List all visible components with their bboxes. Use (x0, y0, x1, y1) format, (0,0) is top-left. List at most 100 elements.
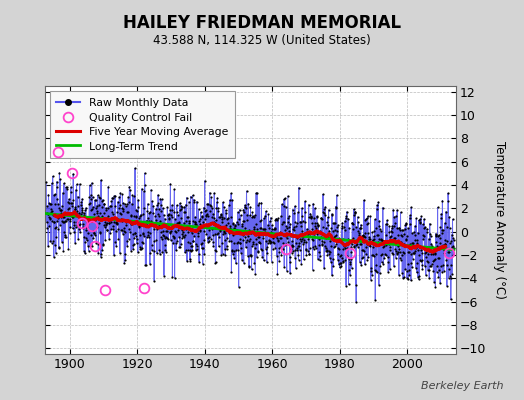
Point (369, 236, 377, 243)
Point (258, 226, 267, 232)
Point (101, 237, 110, 243)
Point (173, 238, 182, 244)
Point (447, 275, 455, 281)
Point (407, 260, 415, 266)
Point (222, 246, 231, 252)
Point (404, 276, 412, 282)
Point (443, 238, 452, 245)
Point (195, 259, 203, 265)
Point (198, 214, 206, 220)
Point (322, 244, 331, 251)
Point (312, 227, 321, 234)
Point (189, 237, 197, 244)
Point (408, 240, 417, 247)
Point (209, 238, 217, 245)
Point (58, 214, 67, 220)
Point (107, 218, 115, 225)
Point (390, 214, 398, 220)
Point (72, 210, 81, 216)
Point (74, 210, 83, 216)
Point (410, 229, 418, 235)
Point (293, 235, 302, 242)
Point (422, 244, 431, 250)
Point (112, 243, 121, 249)
Point (110, 219, 118, 225)
Point (199, 219, 208, 225)
Point (350, 206, 358, 212)
Point (115, 194, 124, 200)
Point (345, 267, 353, 274)
Point (395, 225, 403, 231)
Point (80, 234, 88, 240)
Point (57, 214, 66, 221)
Point (313, 213, 321, 219)
Point (276, 244, 285, 250)
Point (378, 244, 387, 250)
Point (312, 220, 321, 226)
Point (329, 228, 337, 234)
Point (322, 247, 331, 253)
Point (204, 212, 212, 219)
Point (230, 248, 238, 254)
Point (148, 198, 156, 204)
Point (344, 281, 353, 288)
Point (185, 240, 194, 246)
Point (387, 233, 395, 240)
Point (124, 208, 132, 215)
Point (415, 252, 423, 258)
Point (340, 243, 348, 249)
Point (239, 260, 248, 266)
Point (68, 213, 77, 219)
Point (330, 243, 339, 249)
Point (221, 246, 229, 252)
Point (444, 190, 452, 196)
Point (132, 213, 140, 219)
Point (204, 235, 212, 241)
Point (241, 224, 249, 231)
Point (278, 240, 287, 246)
Point (113, 216, 122, 222)
Point (284, 239, 292, 245)
Point (300, 231, 308, 237)
Point (225, 223, 234, 230)
Point (200, 228, 209, 234)
Point (364, 213, 372, 220)
Point (147, 242, 156, 248)
Point (357, 222, 365, 228)
Point (58, 218, 66, 224)
Point (186, 247, 194, 254)
Point (236, 240, 244, 246)
Point (181, 209, 190, 216)
Point (411, 248, 420, 254)
Point (154, 192, 162, 198)
Point (402, 236, 411, 242)
Point (242, 244, 250, 251)
Point (357, 247, 366, 253)
Point (157, 208, 165, 214)
Point (56, 176, 64, 182)
Point (119, 200, 128, 206)
Point (406, 215, 414, 222)
Point (145, 218, 153, 224)
Point (340, 241, 348, 248)
Point (193, 198, 201, 205)
Point (220, 229, 228, 235)
Point (191, 214, 199, 220)
Point (170, 209, 178, 216)
Point (224, 215, 233, 221)
Point (136, 246, 145, 252)
Point (150, 221, 159, 228)
Point (364, 230, 373, 237)
Point (373, 231, 381, 238)
Point (154, 211, 162, 218)
Point (230, 240, 238, 246)
Point (225, 238, 234, 244)
Point (201, 178, 209, 184)
Point (310, 233, 319, 239)
Point (82, 224, 90, 230)
Point (151, 212, 159, 219)
Point (211, 260, 220, 267)
Point (227, 238, 235, 244)
Point (264, 222, 272, 228)
Point (280, 263, 288, 270)
